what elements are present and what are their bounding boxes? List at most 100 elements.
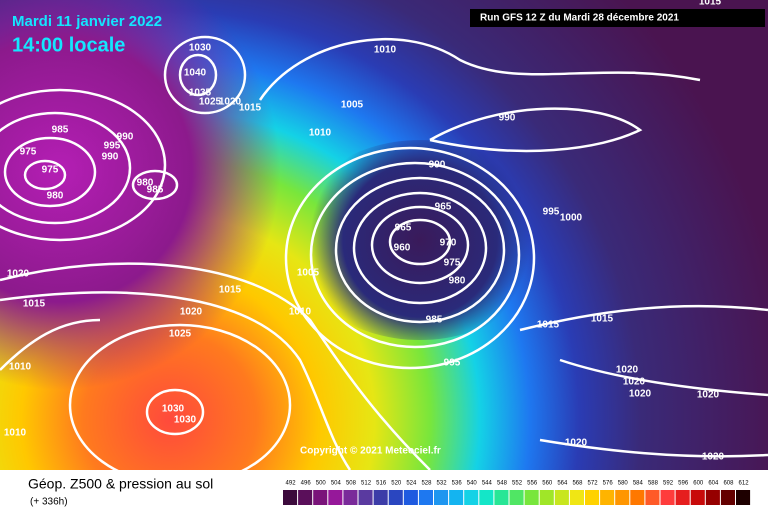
isobar-label: 1010 [374,45,397,56]
legend-label: 528 [421,481,432,487]
legend-swatch [434,490,449,505]
legend-label: 532 [437,481,448,487]
legend-label: 600 [693,481,704,487]
footer-title: Géop. Z500 & pression au sol [28,476,213,492]
legend-swatch [539,490,554,505]
legend-swatch [645,490,660,505]
legend-swatch [554,490,569,505]
isobar-label: 1030 [162,404,185,415]
legend-label: 560 [542,481,553,487]
isobar-label: 1020 [616,365,639,376]
isobar-label: 1015 [699,0,722,8]
legend-swatch [494,490,509,505]
forecast-time: 14:00 locale [12,34,125,56]
legend-swatch [328,490,343,505]
legend-label: 604 [708,481,719,487]
legend-label: 512 [361,481,372,487]
legend-label: 612 [739,481,750,487]
legend-label: 608 [723,481,734,487]
isobar-label: 990 [117,132,134,143]
legend-swatch [615,490,630,505]
isobar-label: 1000 [560,213,583,224]
isobar-label: 1010 [289,307,312,318]
legend-swatch [298,490,313,505]
legend-swatch [479,490,494,505]
run-box [470,9,765,27]
isobar-label: 985 [147,185,164,196]
isobar-label: 1020 [629,389,652,400]
isobar-label: 985 [52,125,69,136]
legend-swatch [720,490,735,505]
legend-label: 540 [467,481,478,487]
isobar-label: 975 [42,165,59,176]
isobar-label: 1040 [184,68,207,79]
isobar-label: 1010 [4,428,27,439]
isobar-label: 1025 [199,97,222,108]
legend-swatch [418,490,433,505]
isobar-label: 965 [395,223,412,234]
legend-label: 580 [618,481,629,487]
legend-label: 536 [452,481,463,487]
isobar-label: 960 [394,243,411,254]
legend-label: 568 [572,481,583,487]
legend-swatch [283,490,298,505]
isobar-label: 1005 [341,100,364,111]
legend-swatch [690,490,705,505]
legend-swatch [524,490,539,505]
isobar-label: 1020 [697,390,720,401]
isobar-label: 980 [137,178,154,189]
isobars [0,35,768,487]
legend-swatch [403,490,418,505]
footer-lead: (+ 336h) [30,497,68,508]
isobar-label: 1020 [623,377,646,388]
legend-label: 596 [678,481,689,487]
legend-swatch [373,490,388,505]
isobar-label: 965 [435,202,452,213]
isobar-label: 1020 [565,438,588,449]
isobar-label: 1010 [309,128,332,139]
legend-label: 576 [603,481,614,487]
colorbar: 492 496 500 504 508 512 516 520 524 528 532 536 540 5… [283,481,751,505]
legend-swatch [449,490,464,505]
run-info: Run GFS 12 Z du Mardi 28 décembre 2021 [480,13,679,24]
isobar-label: 1030 [189,43,212,54]
legend-label: 548 [497,481,508,487]
isobar-label: 990 [429,160,446,171]
legend-swatch [343,490,358,505]
isobar-label: 990 [102,152,119,163]
legend-label: 552 [512,481,523,487]
legend-swatch [660,490,675,505]
isobar-label: 1020 [7,269,30,280]
isobar-label: 995 [104,141,121,152]
isobar-label: 1025 [169,329,192,340]
isobar-label: 1015 [591,314,614,325]
isobar-label: 1035 [189,88,212,99]
legend-swatch [600,490,615,505]
isobar-labels: 1030104010351025102010151010100510109909… [4,0,725,463]
isobar-label: 1015 [219,285,242,296]
isobar-label: 980 [47,191,64,202]
legend-swatch [705,490,720,505]
isobar-label: 990 [499,113,516,124]
isobar-label: 1020 [702,452,725,463]
copyright: Copyright © 2021 Meteociel.fr [300,446,441,457]
isobar-label: 975 [444,258,461,269]
legend-label: 524 [406,481,417,487]
isobar-label: 985 [426,315,443,326]
isobar-label: 1030 [174,415,197,426]
legend-swatch [358,490,373,505]
legend-swatch [569,490,584,505]
legend-label: 592 [663,481,674,487]
legend-swatch [464,490,479,505]
legend-label: 572 [588,481,599,487]
legend-label: 492 [286,481,297,487]
legend-swatch [313,490,328,505]
isobar-label: 1020 [219,97,242,108]
isobar-label: 995 [543,207,560,218]
low-core [290,140,550,340]
legend-swatch [675,490,690,505]
legend-label: 496 [301,481,312,487]
legend-label: 520 [391,481,402,487]
legend-label: 504 [331,481,342,487]
